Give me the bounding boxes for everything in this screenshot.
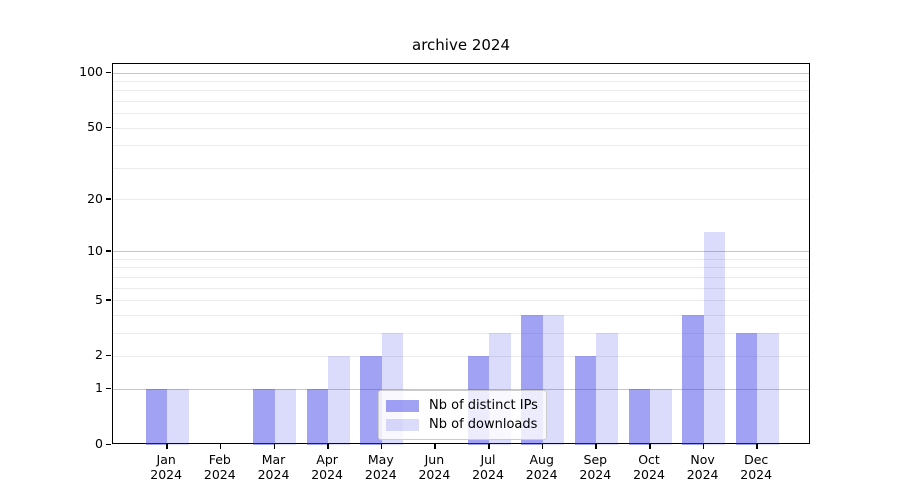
minor-gridline xyxy=(113,80,809,82)
bar-distinct-ips xyxy=(306,388,329,445)
minor-gridline xyxy=(113,258,809,260)
legend-label: Nb of downloads xyxy=(429,417,538,432)
minor-gridline xyxy=(113,90,809,92)
x-tick-label: Jan 2024 xyxy=(150,452,183,482)
x-tick-label: Jul 2024 xyxy=(472,452,504,482)
minor-gridline xyxy=(113,287,809,289)
y-tick-mark xyxy=(106,126,111,129)
minor-gridline xyxy=(113,100,809,102)
legend-label: Nb of distinct IPs xyxy=(429,398,538,413)
x-tick-mark xyxy=(541,444,544,449)
minor-gridline xyxy=(113,332,809,334)
legend-swatch-icon xyxy=(386,399,419,412)
y-tick-mark xyxy=(106,299,111,301)
y-tick-label: 5 xyxy=(95,291,103,307)
plot-area xyxy=(112,63,810,445)
bar-distinct-ips xyxy=(574,355,597,445)
x-tick-mark xyxy=(219,444,222,449)
minor-gridline xyxy=(113,355,809,357)
y-tick-mark xyxy=(106,71,111,73)
x-tick-mark xyxy=(595,444,597,449)
bar-downloads xyxy=(596,332,618,445)
x-tick-label: May 2024 xyxy=(364,452,397,482)
bar-distinct-ips xyxy=(360,355,382,445)
legend-item: Nb of downloads xyxy=(386,415,539,434)
major-gridline xyxy=(113,388,809,390)
x-tick-label: Apr 2024 xyxy=(311,452,343,482)
bar-downloads xyxy=(274,388,296,445)
y-tick-label: 100 xyxy=(79,64,103,79)
x-tick-label: Aug 2024 xyxy=(525,452,558,482)
x-tick-mark xyxy=(649,444,651,449)
x-tick-mark xyxy=(327,444,329,449)
x-tick-label: Sep 2024 xyxy=(579,452,612,482)
y-tick-label: 20 xyxy=(87,190,103,206)
bar-downloads xyxy=(757,332,779,445)
x-tick-label: Dec 2024 xyxy=(740,452,773,482)
legend-swatch-icon xyxy=(386,418,419,431)
x-tick-mark xyxy=(756,444,758,449)
x-tick-mark xyxy=(166,444,168,449)
bar-downloads xyxy=(650,388,672,445)
bar-downloads xyxy=(328,355,350,445)
bar-distinct-ips xyxy=(145,388,168,445)
x-tick-mark xyxy=(702,444,705,449)
minor-gridline xyxy=(113,199,809,201)
x-tick-mark xyxy=(273,444,275,449)
bar-downloads xyxy=(703,231,726,445)
bar-distinct-ips xyxy=(682,314,704,445)
y-tick-label: 1 xyxy=(95,380,103,396)
bar-distinct-ips xyxy=(253,388,275,445)
y-tick-mark xyxy=(106,198,111,200)
bar-downloads xyxy=(167,388,189,445)
x-tick-mark xyxy=(488,444,490,449)
minor-gridline xyxy=(113,267,809,269)
y-tick-label: 0 xyxy=(95,436,103,451)
x-tick-label: Jun 2024 xyxy=(418,452,451,482)
x-tick-mark xyxy=(434,444,436,449)
x-tick-label: Mar 2024 xyxy=(257,452,290,482)
x-tick-label: Feb 2024 xyxy=(203,452,236,482)
minor-gridline xyxy=(113,113,809,115)
y-tick-label: 50 xyxy=(87,119,103,135)
y-tick-label: 2 xyxy=(95,347,103,363)
y-tick-label: 10 xyxy=(87,242,103,258)
minor-gridline xyxy=(113,300,809,302)
bar-distinct-ips xyxy=(628,388,650,445)
bar-distinct-ips xyxy=(735,332,758,445)
major-gridline xyxy=(113,72,809,74)
minor-gridline xyxy=(113,167,809,169)
legend-item: Nb of distinct IPs xyxy=(386,396,539,415)
y-tick-mark xyxy=(106,387,111,390)
x-tick-mark xyxy=(380,444,383,449)
minor-gridline xyxy=(113,276,809,278)
y-tick-mark xyxy=(106,354,111,357)
x-tick-label: Oct 2024 xyxy=(633,452,665,482)
minor-gridline xyxy=(113,314,809,316)
y-tick-mark xyxy=(106,443,111,445)
legend: Nb of distinct IPs Nb of downloads xyxy=(378,390,547,440)
bar-downloads xyxy=(542,314,565,445)
minor-gridline xyxy=(113,127,809,129)
minor-gridline xyxy=(113,145,809,147)
y-tick-mark xyxy=(106,250,111,252)
chart-title: archive 2024 xyxy=(412,36,510,54)
x-tick-label: Nov 2024 xyxy=(686,452,719,482)
major-gridline xyxy=(113,251,809,253)
